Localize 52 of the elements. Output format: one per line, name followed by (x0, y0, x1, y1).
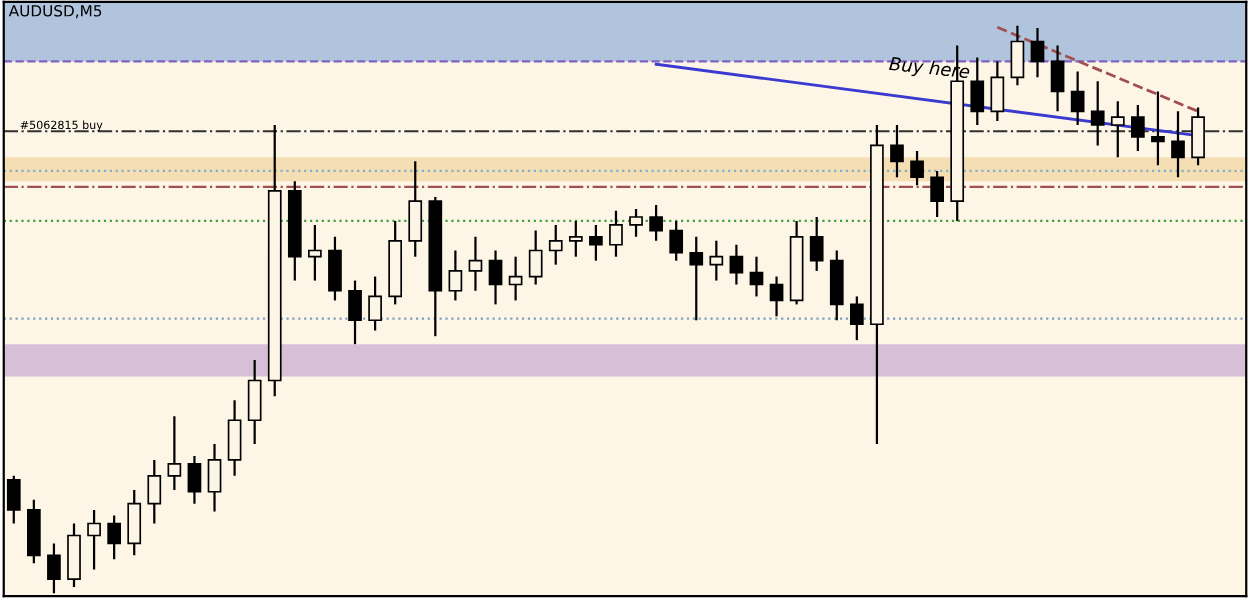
candlestick (1030, 26, 1045, 79)
candlestick (167, 415, 182, 492)
candlestick (930, 169, 944, 219)
annotation: Buy here (888, 56, 970, 82)
candlestick (87, 508, 101, 571)
candlestick (468, 235, 483, 292)
candlestick (990, 60, 1005, 123)
candlestick (1010, 24, 1025, 87)
candlestick (408, 160, 423, 258)
candlestick (829, 249, 844, 322)
candlestick (187, 454, 202, 505)
candlestick (127, 488, 142, 557)
candlestick (548, 223, 563, 266)
candlestick (589, 223, 603, 262)
candlestick (849, 295, 864, 342)
candlestick (1151, 90, 1165, 167)
candlestick (1090, 80, 1105, 147)
candlestick (1110, 100, 1125, 159)
candlestick (669, 219, 684, 262)
candlestick (609, 209, 623, 258)
candlestick (689, 235, 704, 322)
candlestick (749, 255, 764, 298)
candlestick (27, 498, 41, 565)
candlestick (890, 123, 904, 179)
candlestick (227, 399, 242, 477)
candlestick (308, 223, 322, 282)
candlestick (368, 275, 382, 332)
candlestick (1171, 110, 1185, 179)
candlestick (528, 229, 543, 286)
candlestick (508, 255, 523, 302)
candlestick (107, 514, 122, 561)
candlestick (649, 203, 663, 242)
candlestick (809, 215, 824, 273)
candlestick (1050, 44, 1065, 113)
candlestick (1070, 70, 1085, 127)
candlestick (910, 150, 924, 187)
candlestick (488, 249, 503, 306)
candlestick (709, 239, 724, 282)
candlestick (1131, 104, 1145, 153)
candlestick (247, 358, 262, 446)
candlestick (67, 522, 81, 589)
candlestick (328, 235, 342, 302)
candlestick (769, 275, 784, 318)
candlestick (147, 458, 162, 525)
candlestick (1191, 106, 1205, 167)
candlestick (729, 243, 744, 286)
candlestick (448, 249, 463, 302)
candlestick (348, 279, 362, 346)
candlestick (629, 207, 643, 238)
candlestick (970, 56, 985, 127)
candlestick (207, 442, 222, 513)
candlestick (568, 219, 583, 258)
